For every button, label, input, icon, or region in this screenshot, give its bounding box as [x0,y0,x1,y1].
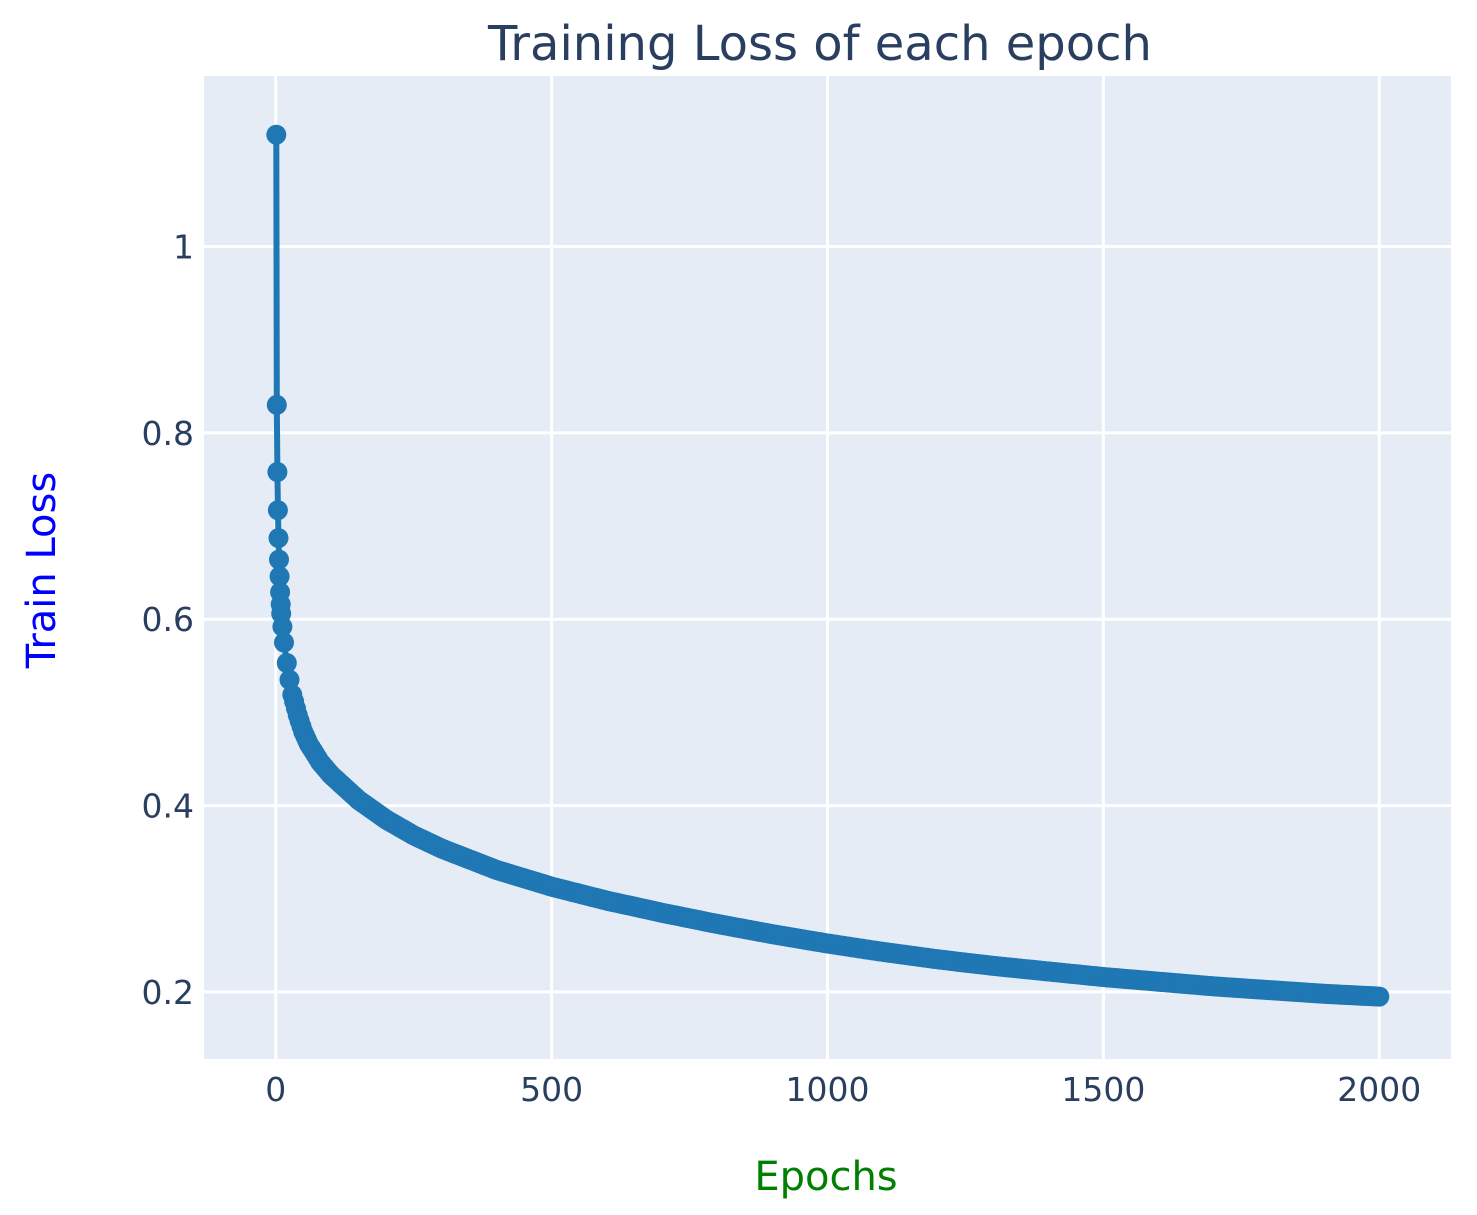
series-marker [276,653,297,673]
y-tick-label: 0.4 [142,787,194,826]
x-tick-label: 2000 [1337,1070,1421,1109]
chart-title: Training Loss of each epoch [487,16,1152,72]
y-tick-label: 0.2 [142,973,194,1012]
series-marker [269,549,289,570]
series-layer [266,124,1390,1007]
series-marker [266,394,287,415]
series-marker [267,462,288,482]
y-axis-title: Train Loss [19,472,65,669]
x-tick-label: 0 [265,1070,286,1109]
series-marker [279,669,300,690]
y-axis-ticks: 0.2 0.4 0.6 0.8 1 [142,228,194,1012]
y-tick-label: 0.8 [142,414,194,453]
x-axis-ticks: 0 500 1000 1500 2000 [265,1070,1421,1109]
series-marker [268,528,289,549]
series-marker [1369,986,1390,1007]
x-tick-label: 1500 [1061,1070,1145,1109]
series-marker [266,124,287,145]
x-tick-label: 500 [520,1070,583,1109]
y-tick-label: 0.6 [142,600,194,639]
series-marker [274,632,294,653]
series-marker [267,500,288,521]
grid-lines [204,76,1451,1059]
series-marker [269,566,290,587]
y-tick-label: 1 [173,228,194,267]
x-axis-title: Epochs [754,1154,897,1200]
series-marker [272,616,293,637]
x-tick-label: 1000 [786,1070,870,1109]
